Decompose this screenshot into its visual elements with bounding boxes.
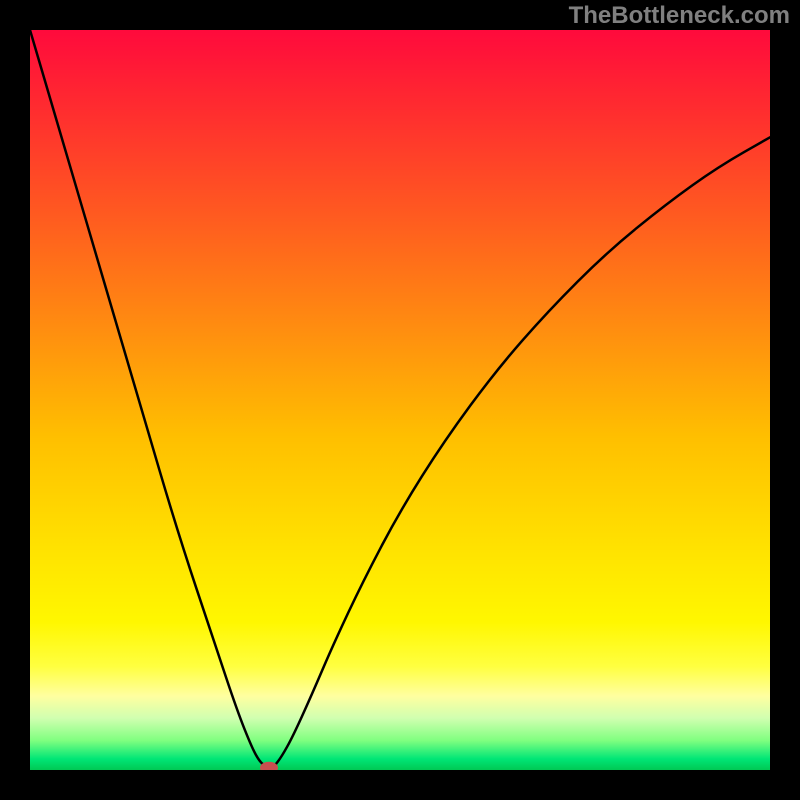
bottleneck-chart <box>30 30 770 770</box>
plot-area <box>30 30 770 770</box>
chart-container: TheBottleneck.com <box>0 0 800 800</box>
watermark-text: TheBottleneck.com <box>569 2 790 30</box>
gradient-background <box>30 30 770 770</box>
